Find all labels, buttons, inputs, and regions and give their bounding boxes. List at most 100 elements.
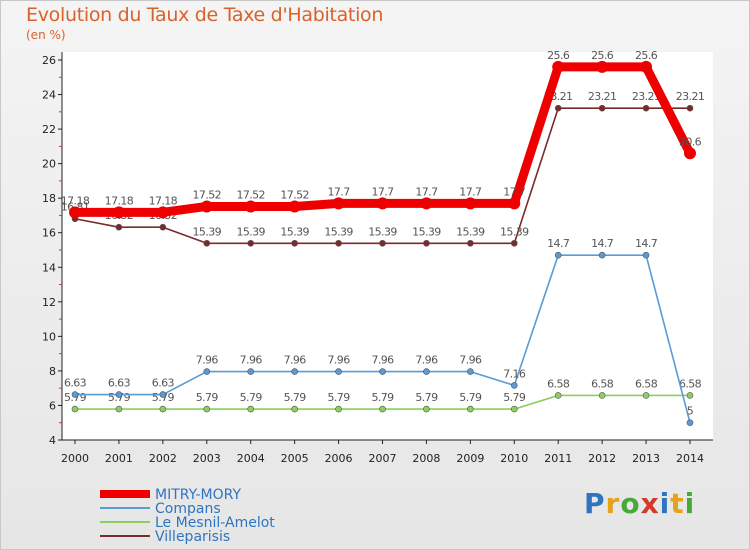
data-label: 17.7 — [328, 185, 351, 198]
legend-item: Compans — [155, 501, 221, 517]
y-tick-label: 24 — [42, 89, 56, 102]
data-point — [467, 405, 474, 413]
data-label: 17.18 — [105, 194, 134, 207]
logo-letter: o — [620, 487, 641, 520]
data-point — [554, 392, 562, 399]
data-point — [71, 405, 79, 413]
plot-area — [62, 52, 713, 440]
data-point — [508, 197, 521, 210]
data-point — [684, 147, 696, 160]
data-point — [642, 251, 650, 259]
legend-item: MITRY-MORY — [155, 487, 241, 503]
data-point — [686, 392, 694, 399]
data-label: 5.79 — [284, 391, 307, 404]
data-label: 6.58 — [547, 377, 570, 390]
data-point — [247, 405, 255, 413]
data-point — [69, 206, 81, 219]
x-tick-label: 2009 — [456, 452, 484, 465]
data-label: 23.21 — [588, 90, 617, 103]
data-point — [247, 368, 255, 375]
data-point — [467, 368, 474, 375]
x-tick-label: 2014 — [676, 452, 704, 465]
legend-item: Le Mesnil-Amelot — [155, 515, 275, 531]
logo-letter: x — [640, 487, 660, 520]
data-label: 17.7 — [459, 185, 482, 198]
x-tick-label: 2004 — [237, 452, 265, 465]
data-point — [598, 251, 606, 259]
y-tick-label: 16 — [42, 227, 56, 240]
data-label: 25.6 — [635, 49, 658, 62]
data-label: 6.63 — [152, 377, 175, 390]
logo-letter: t — [670, 487, 685, 520]
data-label: 20.6 — [679, 135, 702, 148]
chart-title: Evolution du Taux de Taxe d'Habitation — [26, 4, 384, 26]
data-label: 6.63 — [64, 377, 87, 390]
data-label: 23.21 — [676, 90, 705, 103]
x-tick-label: 2008 — [412, 452, 440, 465]
data-point — [335, 239, 342, 247]
data-point — [686, 419, 694, 427]
data-label: 5.79 — [240, 391, 263, 404]
data-point — [379, 239, 386, 247]
data-point — [379, 368, 386, 375]
data-label: 6.63 — [108, 377, 131, 390]
data-label: 5 — [687, 405, 694, 418]
data-label: 15.39 — [193, 225, 222, 238]
data-point — [115, 405, 123, 413]
x-tick-label: 2003 — [193, 452, 221, 465]
data-point — [510, 405, 518, 413]
logo-letter: P — [584, 487, 606, 520]
data-point — [291, 239, 298, 247]
data-point — [552, 60, 565, 73]
data-label: 17.18 — [149, 194, 178, 207]
y-tick-label: 12 — [42, 296, 56, 309]
data-point — [247, 239, 255, 247]
data-point — [423, 239, 430, 247]
unit-label: (en %) — [26, 28, 66, 42]
data-label: 23.21 — [632, 90, 661, 103]
data-point — [510, 382, 518, 389]
data-label: 7.96 — [240, 354, 263, 367]
y-tick-label: 14 — [42, 261, 56, 274]
data-point — [71, 391, 79, 398]
data-label: 17.7 — [415, 185, 438, 198]
data-point — [200, 200, 213, 213]
x-tick-label: 2010 — [500, 452, 528, 465]
data-point — [420, 197, 433, 210]
data-point — [112, 206, 125, 219]
data-point — [156, 206, 169, 219]
data-point — [288, 200, 301, 213]
data-point — [291, 405, 298, 413]
data-point — [291, 368, 298, 375]
data-label: 5.79 — [503, 391, 526, 404]
data-point — [596, 60, 609, 73]
data-label: 15.39 — [236, 225, 265, 238]
data-point — [464, 197, 477, 210]
y-tick-label: 4 — [49, 434, 56, 447]
data-point — [376, 197, 389, 210]
x-tick-label: 2002 — [149, 452, 177, 465]
data-label: 5.79 — [459, 391, 482, 404]
data-point — [379, 405, 386, 413]
data-label: 14.7 — [635, 237, 658, 250]
data-label: 6.58 — [591, 377, 614, 390]
data-point — [335, 368, 342, 375]
data-point — [554, 104, 562, 112]
data-point — [686, 104, 694, 112]
data-label: 6.58 — [679, 377, 702, 390]
data-label: 5.79 — [415, 391, 438, 404]
data-label: 5.79 — [371, 391, 394, 404]
data-label: 7.96 — [284, 354, 307, 367]
data-label: 14.7 — [591, 237, 614, 250]
data-label: 6.58 — [635, 377, 658, 390]
data-label: 5.79 — [196, 391, 219, 404]
data-point — [510, 239, 518, 247]
x-tick-label: 2012 — [588, 452, 616, 465]
data-label: 25.6 — [547, 49, 570, 62]
data-label: 7.96 — [371, 354, 394, 367]
data-label: 17.52 — [193, 188, 222, 201]
data-point — [203, 368, 211, 375]
data-label: 14.7 — [547, 237, 570, 250]
data-point — [115, 223, 123, 231]
